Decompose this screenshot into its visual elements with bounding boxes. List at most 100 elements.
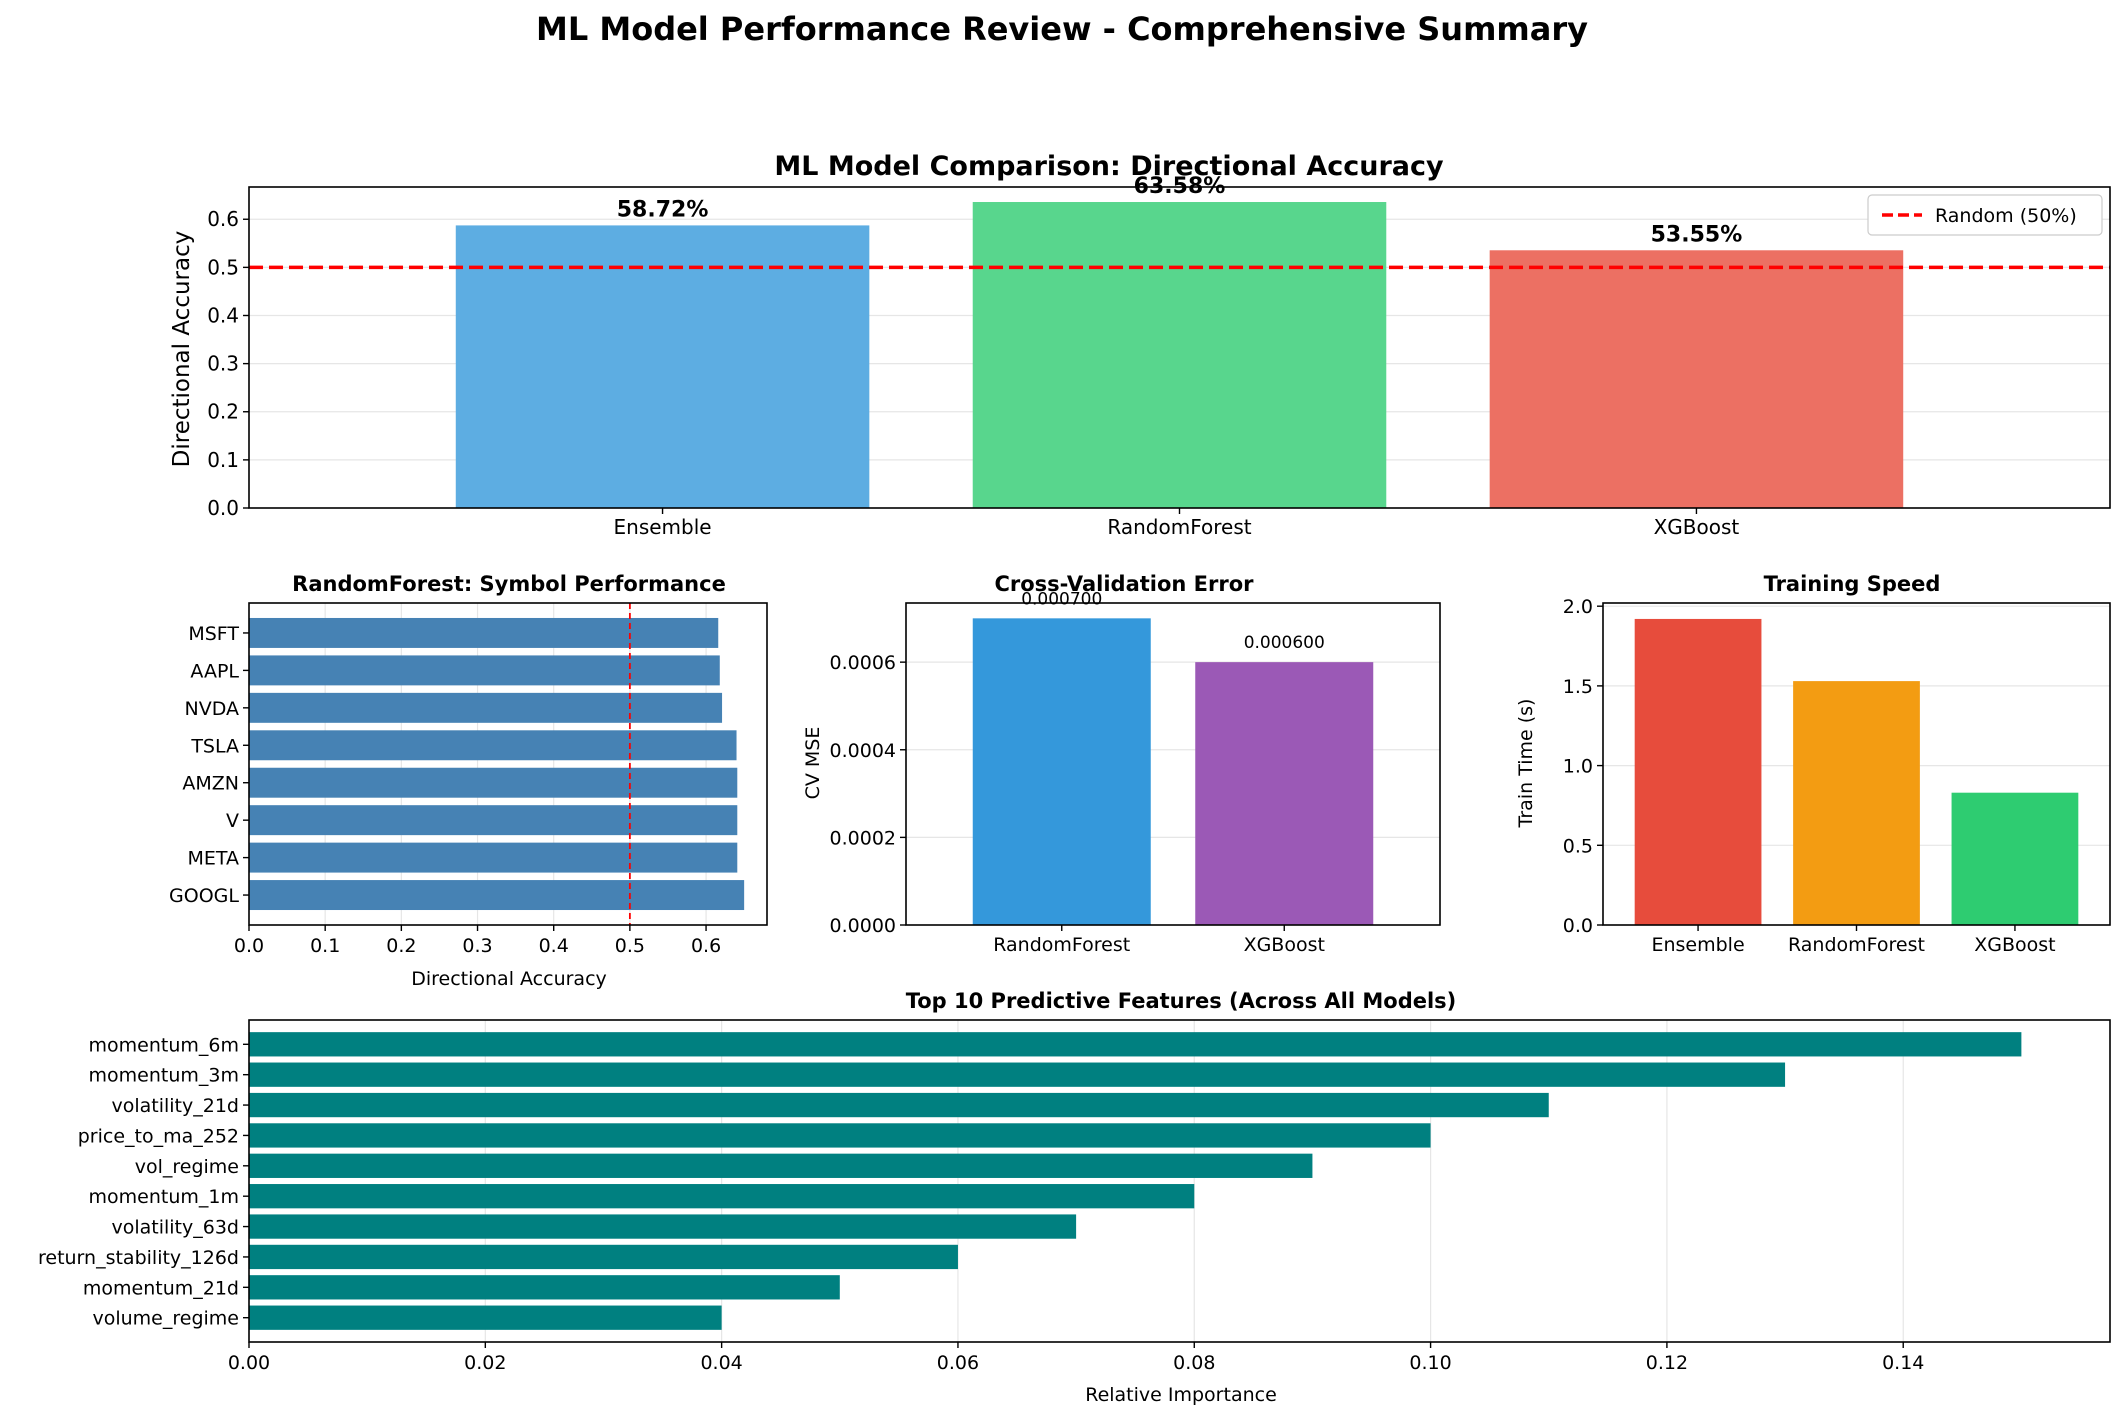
bar-momentum_1m xyxy=(249,1184,1195,1209)
x-tick-label: Ensemble xyxy=(1651,934,1744,956)
x-tick-label: RandomForest xyxy=(1788,934,1925,956)
axes-frame xyxy=(248,1019,2111,1343)
bar-meta xyxy=(249,842,738,873)
bar-tsla xyxy=(249,730,737,761)
y-axis-label: Directional Accuracy xyxy=(169,231,195,468)
y-tick-label: META xyxy=(187,848,239,870)
y-tick-label: momentum_21d xyxy=(83,1277,239,1299)
x-tick-label: 0.0 xyxy=(234,935,264,957)
y-tick-label: AAPL xyxy=(190,660,239,682)
x-tick-label: 0.2 xyxy=(386,935,416,957)
bar-ensemble xyxy=(455,225,870,509)
y-tick-label: 1.5 xyxy=(1563,676,1593,698)
bar-nvda xyxy=(249,692,723,723)
y-tick-label: 0.6 xyxy=(207,207,239,231)
bar-return_stability_126d xyxy=(249,1244,958,1270)
bar-randomforest xyxy=(972,202,1387,508)
bar-v xyxy=(249,805,738,836)
axes-frame xyxy=(248,186,2111,509)
y-tick-label: price_to_ma_252 xyxy=(78,1125,239,1147)
x-tick-label: 0.12 xyxy=(1646,1352,1688,1374)
training-speed-panel: Ensemble RandomForest XGBoost 0.0 0.5 1.0 1.5 2… xyxy=(1515,572,2111,956)
x-tick-label: RandomForest xyxy=(1107,515,1251,539)
bar-price_to_ma_252 xyxy=(249,1123,1431,1148)
bar-value-label: 58.72% xyxy=(617,197,709,222)
symbol-performance-panel: GOOGL META V AMZN TSLA NVDA AAPL MSFT 0.0 0.1 0.2 0… xyxy=(169,572,768,990)
panel-title: Training Speed xyxy=(1764,572,1941,596)
x-tick-label: 0.08 xyxy=(1173,1352,1215,1374)
bar-volatility_21d xyxy=(249,1092,1549,1118)
bar-value-label: 53.55% xyxy=(1651,222,1743,247)
bar-value-label: 0.000700 xyxy=(1021,589,1102,609)
panel-title: Top 10 Predictive Features (Across All M… xyxy=(906,989,1457,1013)
x-tick-label: 0.3 xyxy=(462,935,492,957)
y-tick-label: return_stability_126d xyxy=(38,1247,239,1269)
bar-volatility_63d xyxy=(249,1214,1077,1239)
x-tick-label: 0.06 xyxy=(937,1352,979,1374)
x-tick-label: 0.10 xyxy=(1409,1352,1451,1374)
bar-randomforest xyxy=(1793,681,1920,925)
x-tick-label: 0.6 xyxy=(691,935,721,957)
x-tick-label: RandomForest xyxy=(993,934,1130,956)
bar-momentum_3m xyxy=(249,1062,1786,1087)
y-tick-label: volatility_21d xyxy=(111,1095,239,1117)
y-tick-label: momentum_3m xyxy=(89,1065,239,1087)
y-tick-label: 0.2 xyxy=(207,400,239,424)
y-tick-label: 0.0 xyxy=(207,496,239,520)
bar-value-label: 0.000600 xyxy=(1244,633,1325,653)
y-axis-label: Train Time (s) xyxy=(1515,699,1537,829)
x-tick-label: 0.00 xyxy=(228,1352,270,1374)
accuracy-comparison-panel: 58.72%63.58%53.55% Ensemble RandomForest X… xyxy=(169,151,2111,539)
bar-xgboost xyxy=(1951,792,2079,925)
x-tick-label: 0.02 xyxy=(464,1352,506,1374)
y-tick-label: 0.0000 xyxy=(830,915,896,937)
y-tick-label: AMZN xyxy=(182,773,239,795)
bar-vol_regime xyxy=(249,1153,1313,1178)
y-tick-label: 0.0004 xyxy=(830,740,896,762)
y-tick-label: volume_regime xyxy=(92,1308,239,1330)
y-tick-label: 0.3 xyxy=(207,352,239,376)
bar-xgboost xyxy=(1195,662,1374,925)
y-tick-label: MSFT xyxy=(188,623,239,645)
y-tick-label: 0.4 xyxy=(207,303,239,327)
x-axis-label: Relative Importance xyxy=(1085,1384,1277,1406)
legend-box xyxy=(1867,194,2103,236)
y-tick-label: 0.5 xyxy=(207,255,239,279)
bar-momentum_6m xyxy=(249,1032,2022,1057)
y-tick-label: 0.0002 xyxy=(830,827,896,849)
axes-frame xyxy=(1602,602,2111,926)
bar-volume_regime xyxy=(249,1305,722,1330)
legend: Random (50%) xyxy=(1867,194,2103,236)
y-tick-label: vol_regime xyxy=(135,1156,239,1178)
x-tick-label: 0.1 xyxy=(310,935,340,957)
panel-title: RandomForest: Symbol Performance xyxy=(292,572,726,596)
cv-error-panel: 0.000700 0.000600 RandomForest XGBoost 0.00… xyxy=(802,572,1441,956)
bar-xgboost xyxy=(1489,250,1904,508)
bar-momentum_21d xyxy=(249,1275,840,1300)
y-tick-label: momentum_6m xyxy=(89,1034,239,1056)
y-tick-label: 0.1 xyxy=(207,448,239,472)
y-tick-label: NVDA xyxy=(184,698,239,720)
bar-aapl xyxy=(249,655,720,686)
panel-title: Cross-Validation Error xyxy=(994,572,1254,596)
feature-importance-panel: volume_regime momentum_21d return_stabilit… xyxy=(38,989,2111,1406)
panel-title: ML Model Comparison: Directional Accurac… xyxy=(774,151,1444,182)
legend-entry-random: Random (50%) xyxy=(1935,205,2077,227)
x-tick-label: 0.4 xyxy=(539,935,569,957)
x-tick-label: XGBoost xyxy=(1974,934,2055,956)
bar-ensemble xyxy=(1634,618,1762,925)
figure-suptitle: ML Model Performance Review - Comprehens… xyxy=(536,10,1588,48)
bar-amzn xyxy=(249,767,738,798)
y-tick-label: 1.0 xyxy=(1563,756,1593,778)
axes-frame xyxy=(248,602,768,926)
x-axis-label: Directional Accuracy xyxy=(411,968,607,990)
y-axis-label: CV MSE xyxy=(802,727,824,800)
y-tick-label: momentum_1m xyxy=(89,1186,239,1208)
x-tick-label: Ensemble xyxy=(614,515,712,539)
y-tick-label: 0.0 xyxy=(1563,915,1593,937)
y-tick-label: V xyxy=(226,810,239,832)
y-tick-label: 0.5 xyxy=(1563,835,1593,857)
y-tick-label: 0.0006 xyxy=(830,652,896,674)
x-tick-label: 0.5 xyxy=(615,935,645,957)
